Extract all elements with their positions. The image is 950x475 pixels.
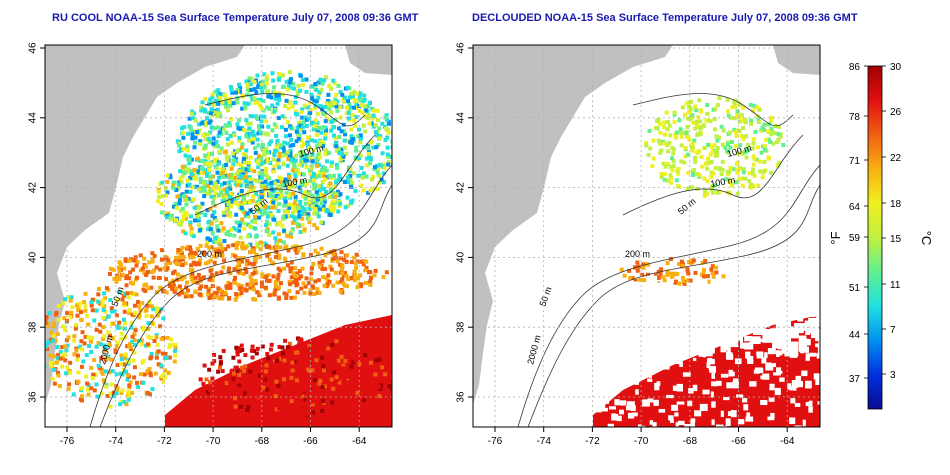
- celsius-tick-label: 18: [890, 199, 902, 210]
- longitude-tick-label: -64: [352, 436, 367, 447]
- fahrenheit-tick-label: 44: [849, 330, 861, 341]
- longitude-tick-label: -76: [488, 436, 503, 447]
- longitude-tick-label: -74: [108, 436, 123, 447]
- lat-lon-grid: [473, 45, 820, 427]
- right-map-title: DECLOUDED NOAA-15 Sea Surface Temperatur…: [472, 12, 858, 24]
- longitude-tick-label: -74: [536, 436, 551, 447]
- fahrenheit-tick-label: 78: [849, 112, 861, 123]
- map-frame: [44, 44, 393, 428]
- fahrenheit-tick-label: 37: [849, 374, 861, 385]
- lat-lon-grid: [45, 45, 392, 427]
- fahrenheit-unit-label: °F: [828, 231, 843, 244]
- land-mass-northeast: [773, 45, 820, 75]
- fahrenheit-tick-label: 59: [849, 233, 861, 244]
- celsius-tick-label: 3: [890, 370, 896, 381]
- longitude-tick-label: -64: [780, 436, 795, 447]
- celsius-unit-label: °C: [919, 231, 934, 246]
- celsius-tick-label: 30: [890, 62, 902, 73]
- longitude-tick-label: -68: [683, 436, 698, 447]
- latitude-tick-label: 38: [456, 321, 467, 333]
- latitude-tick-label: 36: [28, 391, 39, 403]
- celsius-tick-label: 11: [890, 280, 901, 291]
- fahrenheit-tick-label: 51: [849, 283, 861, 294]
- land-mass-northeast: [345, 45, 392, 75]
- latitude-tick-label: 36: [456, 391, 467, 403]
- colorbar: 86 78 71 64 59 51 44 37 30 26 22 18 15 11 7 3 °F °C: [828, 62, 934, 410]
- fahrenheit-tick-label: 64: [849, 202, 861, 213]
- longitude-tick-label: -68: [255, 436, 270, 447]
- latitude-tick-label: 40: [456, 251, 467, 263]
- celsius-tick-label: 26: [890, 107, 902, 118]
- celsius-tick-label: 7: [890, 325, 896, 336]
- sst-patch: [198, 336, 392, 419]
- land-mass: [45, 45, 245, 405]
- longitude-tick-label: -76: [60, 436, 75, 447]
- land-mass: [473, 45, 673, 405]
- latitude-tick-label: 46: [28, 42, 39, 54]
- map-frame: [472, 44, 821, 428]
- contour-label: 100 m: [710, 175, 736, 189]
- contour-label: 200 m: [625, 249, 650, 259]
- colorbar-gradient: [867, 65, 883, 410]
- celsius-tick-label: 22: [890, 153, 902, 164]
- fahrenheit-tick-label: 71: [849, 156, 861, 167]
- latitude-tick-label: 44: [456, 112, 467, 124]
- latitude-tick-label: 38: [28, 321, 39, 333]
- left-map-title: RU COOL NOAA-15 Sea Surface Temperature …: [52, 12, 419, 24]
- longitude-tick-label: -66: [731, 436, 746, 447]
- contour-label: 200 m: [197, 249, 222, 259]
- longitude-tick-label: -70: [634, 436, 649, 447]
- longitude-tick-label: -72: [585, 436, 600, 447]
- latitude-tick-label: 42: [456, 182, 467, 194]
- sst-patch: [156, 145, 339, 249]
- longitude-tick-label: -66: [303, 436, 318, 447]
- longitude-tick-label: -70: [206, 436, 221, 447]
- sst-patch: [45, 286, 178, 409]
- latitude-tick-label: 40: [28, 251, 39, 263]
- fahrenheit-tick-label: 86: [849, 62, 861, 73]
- latitude-tick-label: 46: [456, 42, 467, 54]
- celsius-tick-label: 15: [890, 234, 902, 245]
- latitude-tick-label: 44: [28, 112, 39, 124]
- longitude-tick-label: -72: [157, 436, 172, 447]
- latitude-tick-label: 42: [28, 182, 39, 194]
- sst-patch: [644, 96, 786, 198]
- contour-label: 100 m: [282, 175, 308, 189]
